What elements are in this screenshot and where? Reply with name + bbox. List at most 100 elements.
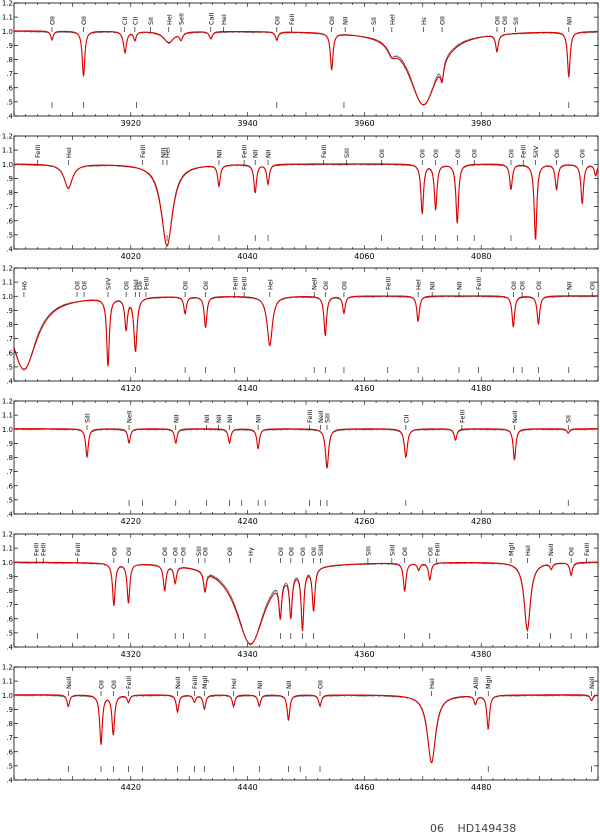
line-id-label: NeII xyxy=(174,676,182,689)
spectrum-panel-3: .4 .5 .6 .7 .8 .9 1.0 1.1 1.2 4120 4140 4160 4180 Hδ O… xyxy=(2,265,599,393)
line-id-label: Hε xyxy=(420,16,428,25)
y-tick-label: .8 xyxy=(6,454,13,462)
line-id-label: HeI xyxy=(428,678,436,689)
line-id-label: NeII xyxy=(511,410,519,423)
line-id-label: HeI xyxy=(65,147,73,158)
line-id-label: NII xyxy=(342,16,350,25)
line-id-label: NII xyxy=(172,414,180,423)
line-id-label: OII xyxy=(172,547,180,556)
spectrum-panel-5: .4 .5 .6 .7 .8 .9 1.0 1.1 1.2 4320 4340 4360 4380 FeI… xyxy=(2,531,599,659)
line-id-label: NII xyxy=(565,281,573,290)
line-id-label: SiII xyxy=(84,413,92,423)
y-tick-label: .5 xyxy=(6,231,13,239)
line-id-label: OII xyxy=(161,547,169,556)
line-id-label: NeII xyxy=(588,676,596,689)
line-id-label: NII xyxy=(215,414,223,423)
x-tick-label: 4060 xyxy=(354,252,374,261)
line-id-label: SII xyxy=(370,17,378,25)
y-tick-label: .4 xyxy=(6,644,13,652)
y-tick-label: .8 xyxy=(6,189,13,197)
line-id-label: OII xyxy=(317,680,325,689)
model-spectrum xyxy=(14,163,598,247)
line-id-label: SIII xyxy=(324,413,332,423)
spectrum-panel-1: .4 .5 .6 .7 .8 .9 1.0 1.1 1.2 3920 3940 3960 3980 OII… xyxy=(2,0,599,128)
line-id-label: OII xyxy=(226,547,234,556)
line-id-label: HeI xyxy=(266,279,274,290)
line-id-label: CII xyxy=(121,17,129,25)
line-id-label: SIII xyxy=(364,546,372,556)
y-tick-label: .4 xyxy=(6,511,13,519)
y-tick-label: .4 xyxy=(6,378,13,386)
line-id-label: NeII xyxy=(126,410,134,423)
y-tick-label: .6 xyxy=(6,482,13,490)
line-id-label: FeIII xyxy=(520,145,528,158)
line-id-label: SII xyxy=(565,415,573,423)
line-id-label: MgII xyxy=(201,675,209,689)
line-id-label: HeI xyxy=(164,147,172,158)
spectrum-panel-2: .4 .5 .6 .7 .8 .9 1.0 1.1 1.2 4020 4040 4060 4080 FeI… xyxy=(2,133,599,261)
line-id-label: Hγ xyxy=(247,547,255,556)
line-id-label: FeIII xyxy=(433,543,441,556)
line-id-label: CII xyxy=(131,17,139,25)
line-id-label: FeIII xyxy=(139,145,147,158)
line-id-label: NII xyxy=(265,149,273,158)
y-tick-label: 1.0 xyxy=(2,293,13,301)
line-id-label: FeIII xyxy=(33,543,41,556)
line-id-label: OII xyxy=(501,16,509,25)
line-id-label: OII xyxy=(277,547,285,556)
y-tick-label: .9 xyxy=(6,573,13,581)
line-id-label: HeI xyxy=(388,14,396,25)
y-tick-label: .6 xyxy=(6,748,13,756)
line-id-label: OII xyxy=(80,16,88,25)
line-id-label: CaII xyxy=(207,13,215,25)
line-id-label: OII xyxy=(432,149,440,158)
line-id-label: NII xyxy=(215,149,223,158)
y-tick-label: .6 xyxy=(6,217,13,225)
line-id-label: FeIII xyxy=(458,410,466,423)
line-id-label: OII xyxy=(136,281,144,290)
line-id-label: FeIII xyxy=(142,277,150,290)
line-id-label: SIII xyxy=(195,546,203,556)
y-tick-label: .5 xyxy=(6,629,13,637)
line-id-label: OII xyxy=(519,281,527,290)
line-id-label: NII xyxy=(456,281,464,290)
model-spectrum xyxy=(14,561,598,645)
line-id-label: FeIII xyxy=(74,543,82,556)
x-tick-label: 3960 xyxy=(354,119,374,128)
y-tick-label: .4 xyxy=(6,246,13,254)
y-tick-label: .9 xyxy=(6,42,13,50)
y-tick-label: .8 xyxy=(6,56,13,64)
line-id-label: FeIII xyxy=(583,543,591,556)
x-tick-label: 4180 xyxy=(471,384,491,393)
line-id-label: SiIII xyxy=(317,544,325,556)
line-id-label: NII xyxy=(285,680,293,689)
line-id-label: OII xyxy=(401,547,409,556)
line-id-label: OII xyxy=(378,149,386,158)
y-tick-label: 1.2 xyxy=(2,0,13,8)
line-id-label: SiIV xyxy=(105,277,113,290)
line-id-label: OII xyxy=(535,281,543,290)
line-id-label: FeIII xyxy=(191,676,199,689)
line-id-label: HeI xyxy=(415,279,423,290)
line-id-label: SiIV xyxy=(532,145,540,158)
y-tick-label: 1.0 xyxy=(2,559,13,567)
y-tick-label: .8 xyxy=(6,720,13,728)
panel-number: 06 xyxy=(430,822,444,835)
y-tick-label: .5 xyxy=(6,98,13,106)
line-id-label: NII xyxy=(252,149,260,158)
line-id-label: OII xyxy=(48,16,56,25)
y-tick-label: 1.0 xyxy=(2,28,13,36)
model-spectrum xyxy=(14,428,598,469)
y-tick-label: .9 xyxy=(6,175,13,183)
y-tick-label: 1.0 xyxy=(2,692,13,700)
y-tick-label: 1.1 xyxy=(2,14,13,22)
line-id-label: FeIII xyxy=(241,145,249,158)
x-tick-label: 4420 xyxy=(121,783,141,792)
line-id-label: OII xyxy=(471,149,479,158)
figure-footer: 06 HD149438 xyxy=(430,822,526,835)
line-id-label: HeI xyxy=(165,14,173,25)
line-id-label: CII xyxy=(402,415,410,423)
line-id-label: NeII xyxy=(547,543,555,556)
line-id-label: OII xyxy=(179,547,187,556)
line-id-label: OII xyxy=(74,281,82,290)
